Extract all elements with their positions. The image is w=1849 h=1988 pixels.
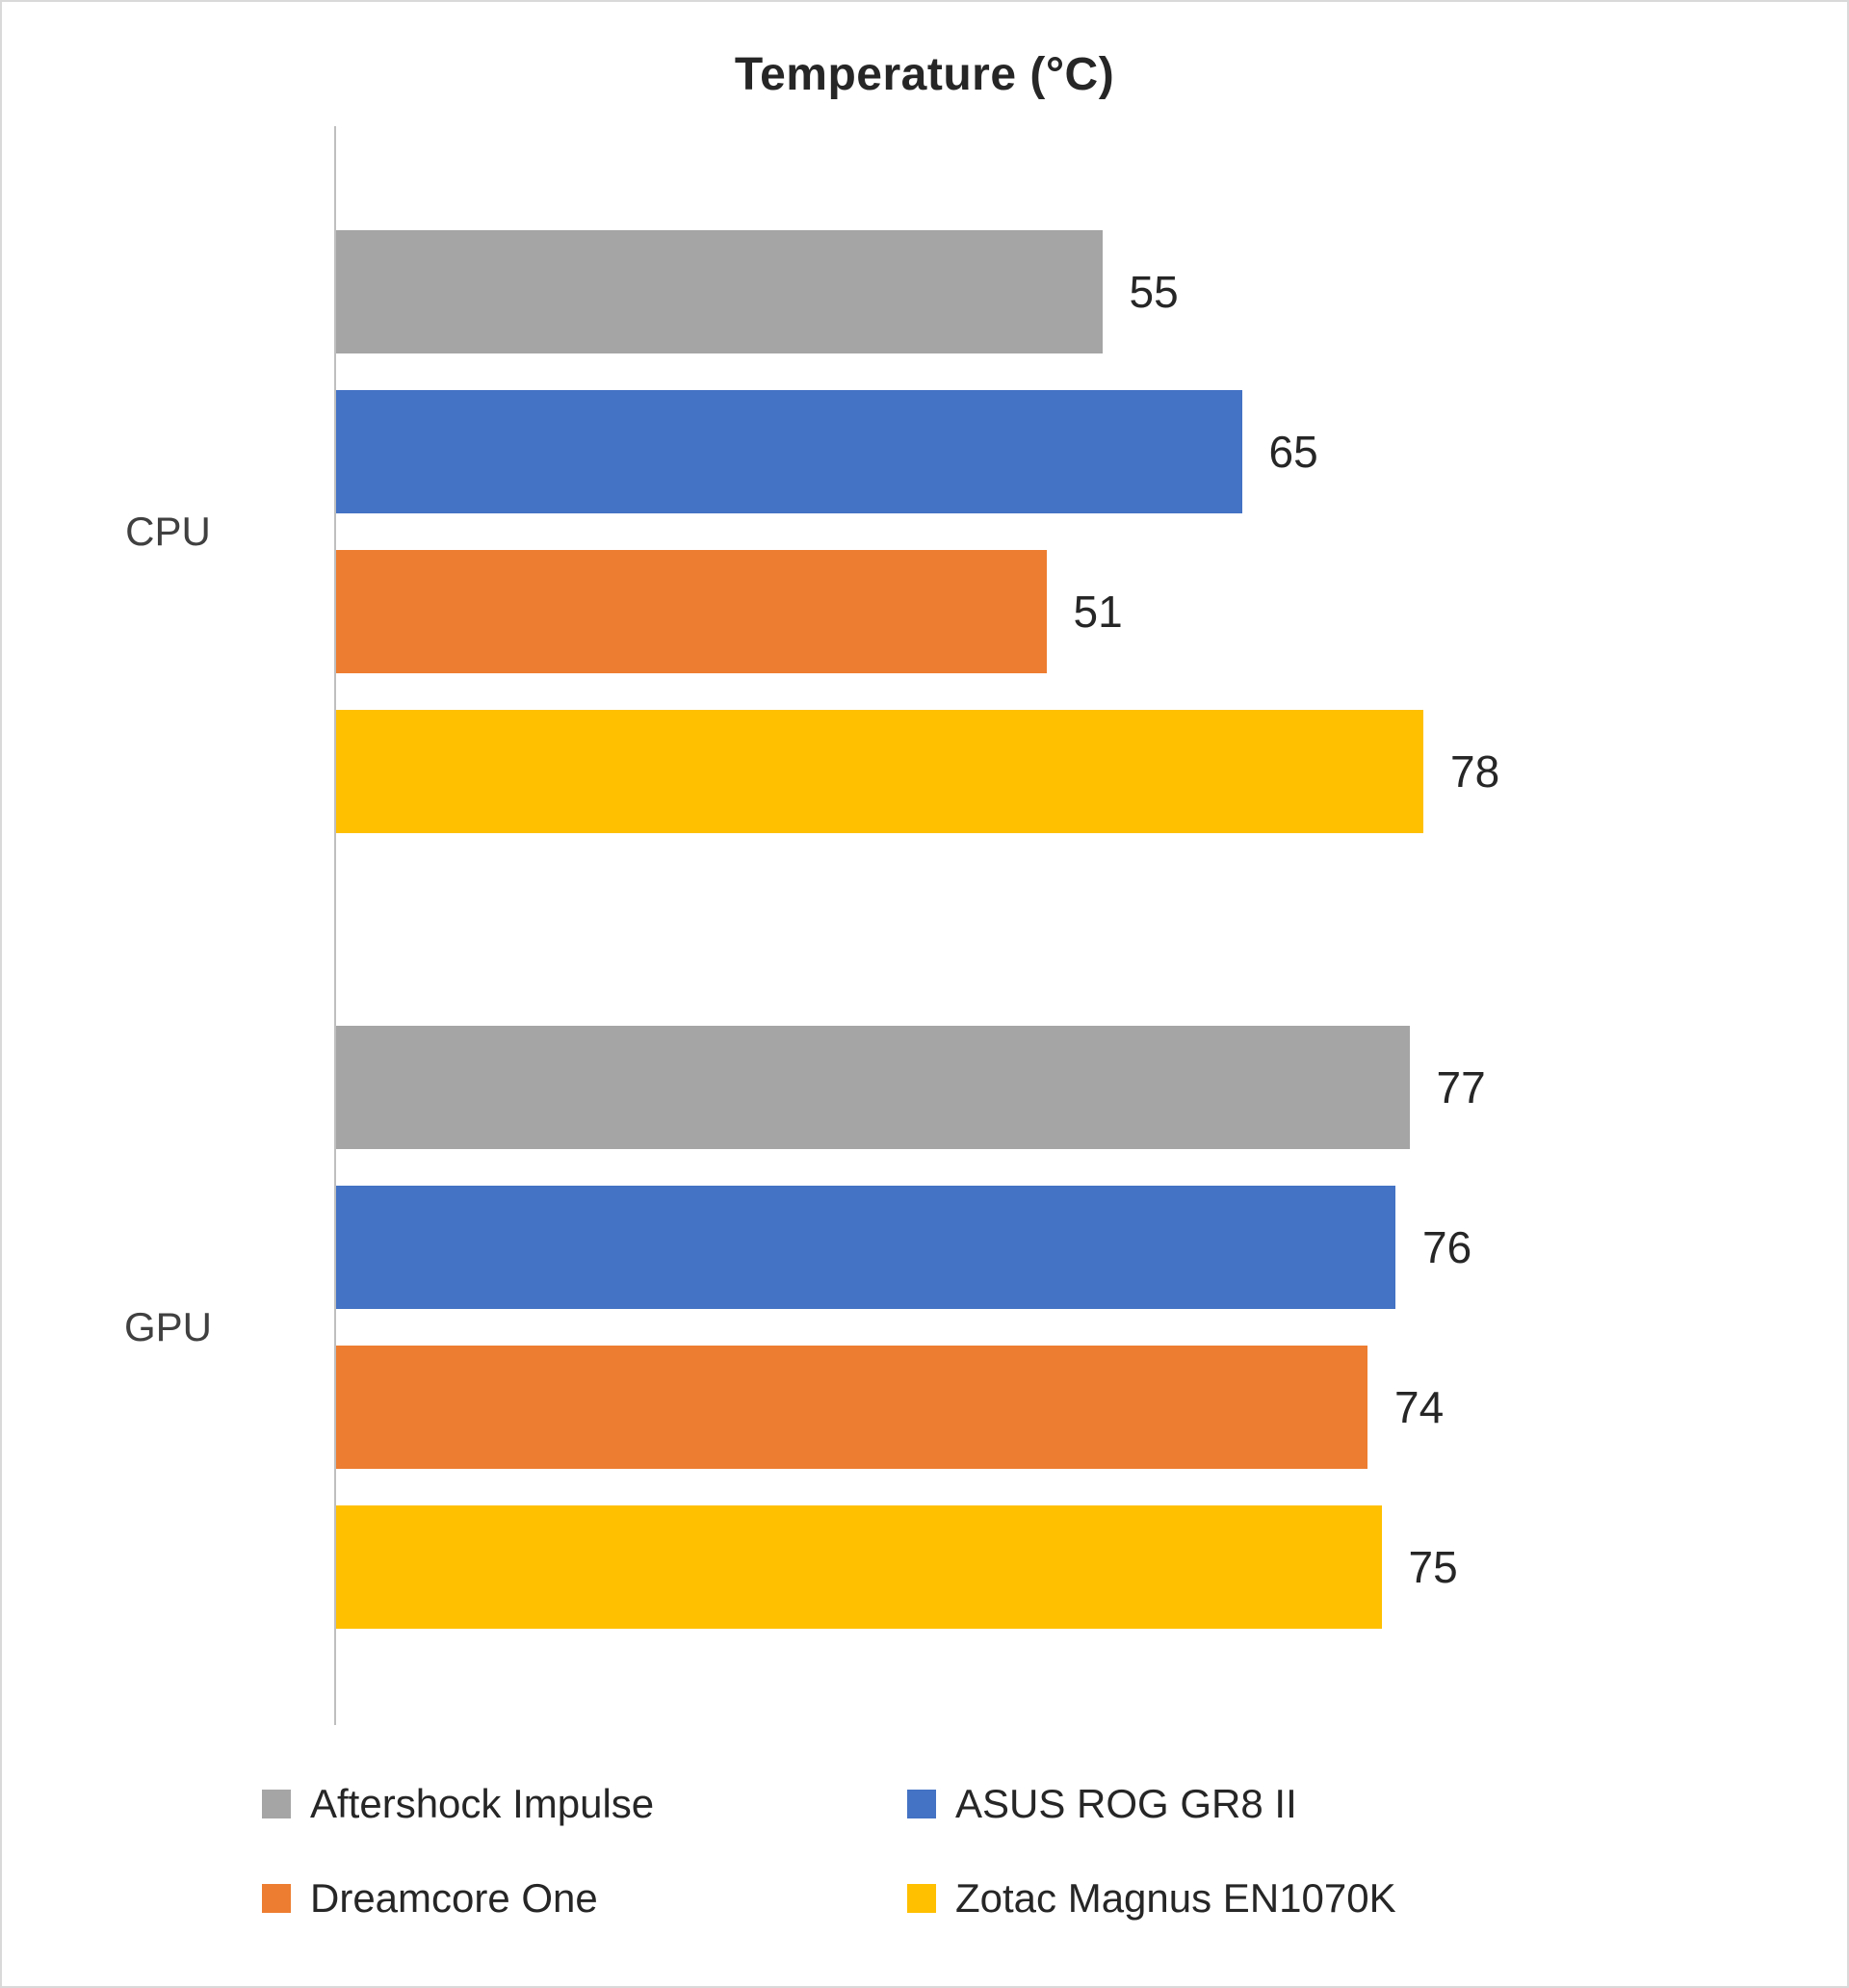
legend-swatch bbox=[262, 1790, 291, 1818]
legend-label: Dreamcore One bbox=[310, 1875, 598, 1921]
bar-row: 65 bbox=[334, 390, 1499, 513]
bar-value-label: 77 bbox=[1436, 1062, 1486, 1112]
bar-value-label: 76 bbox=[1422, 1222, 1472, 1272]
category-label: CPU bbox=[125, 509, 211, 554]
legend-swatch bbox=[262, 1884, 291, 1913]
legend-item: Aftershock Impulse bbox=[262, 1781, 907, 1827]
bar-list: 77 76 74 75 bbox=[334, 1026, 1486, 1629]
legend-item: Zotac Magnus EN1070K bbox=[907, 1875, 1552, 1922]
bar bbox=[334, 1505, 1382, 1629]
bar bbox=[334, 1026, 1410, 1149]
bar-value-label: 78 bbox=[1450, 746, 1500, 797]
bar-value-label: 51 bbox=[1073, 587, 1123, 637]
bar-row: 76 bbox=[334, 1186, 1486, 1309]
bar bbox=[334, 710, 1423, 833]
legend-swatch bbox=[907, 1790, 936, 1818]
chart-title: Temperature (°C) bbox=[734, 49, 1115, 100]
legend-swatch bbox=[907, 1884, 936, 1913]
bar-groups: CPU 55 65 51 78 GPU 77 76 74 75 bbox=[2, 126, 1847, 1629]
legend: Aftershock Impulse ASUS ROG GR8 II Dreamco… bbox=[262, 1781, 1552, 1922]
category-group-gpu: GPU 77 76 74 75 bbox=[2, 1026, 1847, 1629]
bar-row: 74 bbox=[334, 1346, 1486, 1469]
legend-label: Aftershock Impulse bbox=[310, 1781, 655, 1826]
bar-row: 78 bbox=[334, 710, 1499, 833]
category-group-cpu: CPU 55 65 51 78 bbox=[2, 230, 1847, 833]
bar-row: 75 bbox=[334, 1505, 1486, 1629]
bar-value-label: 55 bbox=[1129, 267, 1179, 317]
bar bbox=[334, 1346, 1367, 1469]
bar-value-label: 74 bbox=[1394, 1382, 1445, 1432]
bar bbox=[334, 1186, 1395, 1309]
legend-label: Zotac Magnus EN1070K bbox=[955, 1875, 1396, 1921]
bar bbox=[334, 550, 1047, 673]
bar bbox=[334, 390, 1242, 513]
bar-row: 51 bbox=[334, 550, 1499, 673]
y-axis-line bbox=[334, 126, 336, 1725]
plot-area: CPU 55 65 51 78 GPU 77 76 74 75 bbox=[2, 126, 1847, 1725]
bar bbox=[334, 230, 1103, 353]
bar-value-label: 65 bbox=[1268, 427, 1318, 477]
bar-value-label: 75 bbox=[1408, 1542, 1458, 1592]
bar-list: 55 65 51 78 bbox=[334, 230, 1499, 833]
bar-row: 77 bbox=[334, 1026, 1486, 1149]
bar-row: 55 bbox=[334, 230, 1499, 353]
category-label: GPU bbox=[123, 1304, 212, 1349]
legend-label: ASUS ROG GR8 II bbox=[955, 1781, 1297, 1826]
legend-item: Dreamcore One bbox=[262, 1875, 907, 1922]
legend-item: ASUS ROG GR8 II bbox=[907, 1781, 1552, 1827]
